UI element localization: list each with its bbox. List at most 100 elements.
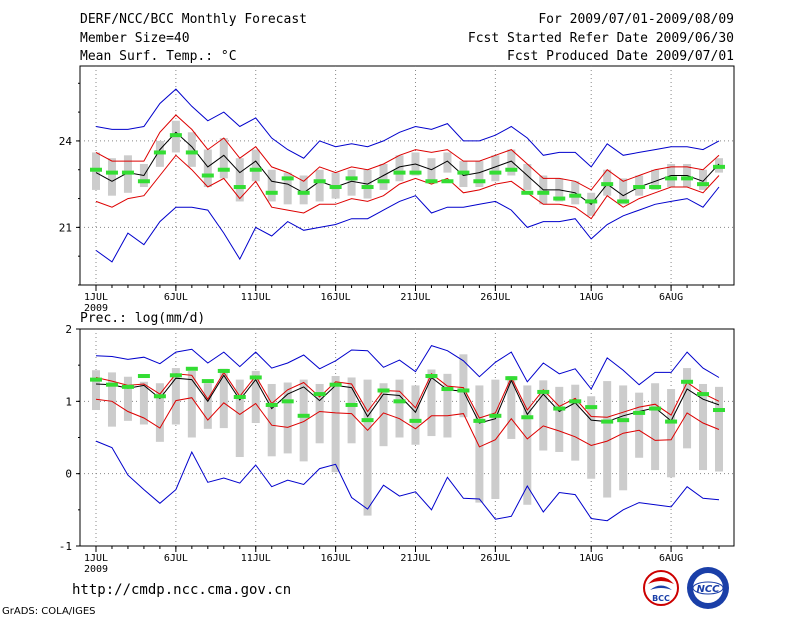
obs-marker (681, 379, 694, 384)
obs-marker (345, 402, 358, 407)
x-tick-label: 1JUL (84, 292, 108, 303)
figure-title: DERF/NCC/BCC Monthly Forecast (80, 12, 307, 27)
obs-marker (697, 392, 710, 397)
refer-date: Fcst Started Refer Date 2009/06/30 (467, 31, 734, 46)
obs-marker (233, 394, 246, 399)
spread-box (379, 163, 388, 190)
obs-marker (569, 193, 582, 198)
obs-marker (153, 150, 166, 155)
spread-box (443, 373, 452, 438)
obs-marker (425, 374, 438, 379)
x-tick-label: 16JUL (321, 553, 351, 564)
spread-box (283, 382, 292, 454)
spread-box (203, 383, 212, 429)
spread-box (315, 383, 324, 444)
obs-marker (169, 133, 182, 138)
spread-box (171, 368, 180, 425)
y-tick-label: 2 (65, 323, 72, 336)
obs-marker (425, 179, 438, 184)
obs-marker (153, 394, 166, 399)
spread-box (219, 368, 228, 429)
spread-box (539, 380, 548, 451)
obs-marker (90, 167, 102, 172)
obs-marker (489, 413, 502, 418)
x-tick-label: 6JUL (164, 292, 188, 303)
obs-marker (281, 176, 294, 181)
obs-marker (665, 419, 678, 424)
obs-marker (409, 418, 422, 423)
bcc-logo-swirl-icon (648, 577, 674, 584)
temp-panel-title: Mean Surf. Temp.: °C (80, 49, 237, 64)
spread-box (459, 354, 468, 418)
obs-marker (665, 176, 678, 181)
spread-box (507, 149, 516, 176)
forecast-period: For 2009/07/01-2009/08/09 (538, 12, 734, 27)
obs-marker (505, 376, 518, 381)
spread-box (203, 149, 212, 188)
x-tick-label: 11JUL (241, 292, 271, 303)
panel-temperature: 21 24 1JUL 6JUL 11JUL 16JUL 21JUL 26JUL 1AUG 6AUG… (59, 65, 735, 314)
obs-marker (345, 176, 358, 181)
obs-marker (585, 405, 598, 410)
spread-box (475, 385, 484, 503)
spread-box (555, 386, 564, 452)
spread-box (315, 169, 324, 202)
plot-frame (79, 65, 735, 286)
series-line-min (95, 186, 720, 263)
obs-marker (185, 150, 198, 155)
obs-marker (361, 185, 374, 190)
produced-date: Fcst Produced Date 2009/07/01 (507, 49, 734, 64)
obs-marker (297, 190, 310, 195)
grads-credit: GrADS: COLA/IGES (2, 606, 96, 617)
obs-marker (457, 388, 470, 393)
series-line-mean (95, 374, 720, 424)
obs-marker (377, 179, 390, 184)
series-line-p90 (95, 114, 720, 191)
obs-marker (313, 179, 326, 184)
obs-marker (649, 185, 662, 190)
x-tick-label: 16JUL (321, 292, 351, 303)
spread-box (267, 383, 276, 457)
obs-marker (681, 176, 694, 181)
prec-panel-title: Prec.: log(mm/d) (80, 311, 206, 326)
spread-box (235, 158, 244, 202)
series-line-mean (95, 131, 720, 205)
obs-marker (633, 185, 646, 190)
obs-marker (601, 419, 614, 424)
spread-box (219, 138, 228, 179)
obs-marker (201, 379, 214, 384)
spread-box (635, 392, 644, 458)
obs-marker (265, 402, 278, 407)
spread-box (699, 383, 708, 471)
spread-box (107, 372, 116, 427)
spread-box (155, 383, 164, 442)
obs-marker (473, 418, 486, 423)
x-tick-label: 1AUG (579, 292, 603, 303)
series-line-max (95, 345, 720, 390)
spread-box (331, 376, 340, 473)
obs-marker (393, 399, 406, 404)
obs-marker (90, 377, 102, 382)
x-tick-label: 11JUL (241, 553, 271, 564)
obs-marker (217, 368, 230, 373)
obs-marker (505, 167, 518, 172)
obs-marker (121, 384, 134, 389)
obs-marker (105, 170, 118, 175)
x-tick-label: 26JUL (480, 553, 510, 564)
obs-marker (473, 179, 486, 184)
x-tick-label: 21JUL (400, 292, 430, 303)
spread-box (379, 383, 388, 447)
bcc-logo-text: BCC (652, 594, 670, 603)
series-line-p10 (95, 154, 720, 220)
obs-marker (217, 167, 230, 172)
x-tick-label: 26JUL (480, 292, 510, 303)
spread-box (411, 385, 420, 445)
obs-marker (441, 179, 454, 184)
series-line-p10 (95, 397, 720, 448)
obs-marker (713, 164, 725, 169)
x-tick-label: 6AUG (659, 292, 683, 303)
obs-marker (697, 182, 710, 187)
bcc-logo-wave-icon (650, 585, 672, 590)
spread-box (347, 377, 356, 444)
obs-marker (137, 374, 150, 379)
